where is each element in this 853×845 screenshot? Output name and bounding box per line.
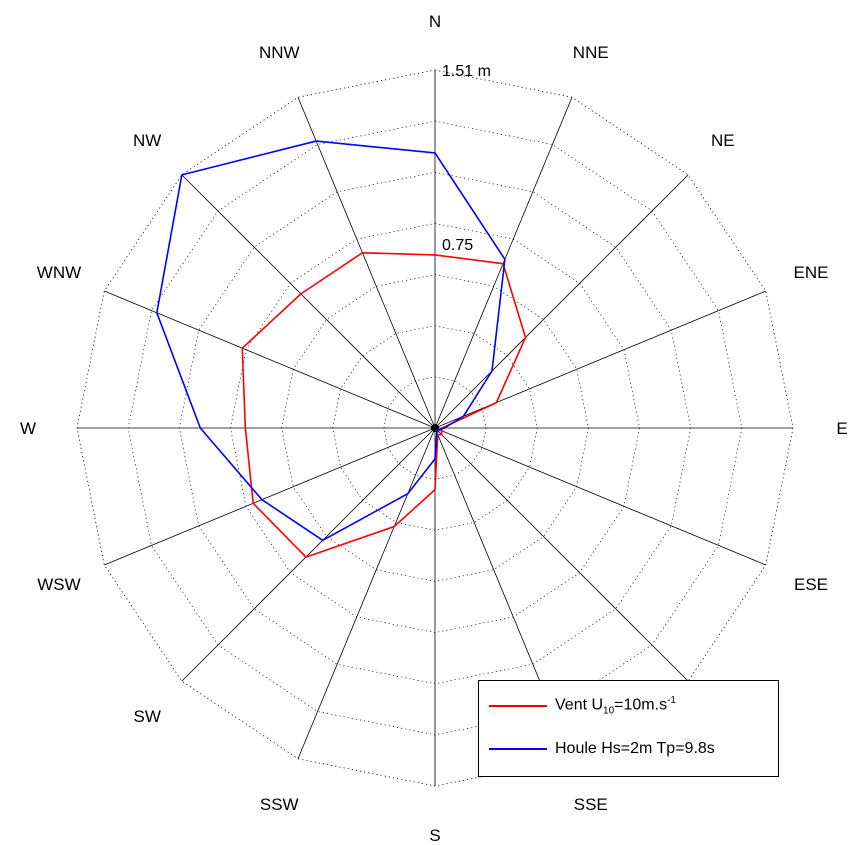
legend-item-vent: Vent U10=10m.s-1 [489,694,676,718]
direction-label-nne: NNE [573,43,609,62]
spoke-wsw [104,427,436,566]
legend-label-vent: Vent U10=10m.s-1 [555,695,676,717]
legend-swatch-houle [489,748,547,750]
series-line-1 [156,140,506,542]
direction-label-wnw: WNW [37,263,81,282]
legend-item-houle: Houle Hs=2m Tp=9.8s [489,737,715,761]
spoke-nne [434,97,573,429]
spoke-ese [434,427,766,566]
series-line-0 [241,251,527,558]
spoke-nw [181,174,436,429]
radial-max-label: 1.51 m [442,63,491,80]
spoke-se [434,427,689,682]
direction-label-ssw: SSW [260,795,299,814]
series-layer [156,140,527,558]
direction-spokes [77,70,793,786]
spoke-ssw [297,427,436,759]
direction-label-ne: NE [711,131,735,150]
direction-label-s: S [429,826,440,845]
direction-label-wsw: WSW [37,575,80,594]
spoke-sw [181,427,436,682]
legend-label-houle: Houle Hs=2m Tp=9.8s [555,740,715,757]
direction-label-ene: ENE [794,263,829,282]
spoke-ne [434,174,689,429]
radial-mid-label: 0.75 [442,237,473,254]
legend-swatch-vent [489,705,547,707]
direction-label-sse: SSE [574,795,608,814]
direction-label-nw: NW [133,131,161,150]
direction-label-w: W [20,419,36,438]
direction-label-n: N [429,12,441,31]
spoke-wnw [104,290,436,429]
direction-label-nnw: NNW [259,43,300,62]
spoke-nnw [297,97,436,429]
center-point [431,424,439,432]
legend: Vent U10=10m.s-1 Houle Hs=2m Tp=9.8s [478,680,779,777]
direction-labels: NNNENEENEEESESESSESSSWSWWSWWWNWNWNNW [20,12,848,845]
direction-label-sw: SW [134,707,161,726]
direction-label-ese: ESE [794,575,828,594]
direction-label-e: E [836,419,847,438]
